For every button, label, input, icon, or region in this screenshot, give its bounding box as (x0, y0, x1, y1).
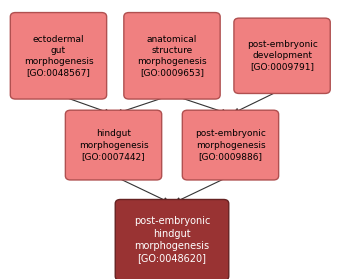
FancyBboxPatch shape (115, 199, 229, 279)
FancyBboxPatch shape (65, 110, 162, 180)
Text: hindgut
morphogenesis
[GO:0007442]: hindgut morphogenesis [GO:0007442] (79, 129, 148, 161)
Text: post-embryonic
development
[GO:0009791]: post-embryonic development [GO:0009791] (247, 40, 318, 71)
FancyBboxPatch shape (182, 110, 279, 180)
FancyBboxPatch shape (124, 13, 220, 99)
FancyBboxPatch shape (234, 18, 330, 93)
Text: ectodermal
gut
morphogenesis
[GO:0048567]: ectodermal gut morphogenesis [GO:0048567… (24, 35, 93, 77)
Text: post-embryonic
morphogenesis
[GO:0009886]: post-embryonic morphogenesis [GO:0009886… (195, 129, 266, 161)
Text: anatomical
structure
morphogenesis
[GO:0009653]: anatomical structure morphogenesis [GO:0… (137, 35, 207, 77)
FancyBboxPatch shape (10, 13, 107, 99)
Text: post-embryonic
hindgut
morphogenesis
[GO:0048620]: post-embryonic hindgut morphogenesis [GO… (134, 216, 210, 264)
